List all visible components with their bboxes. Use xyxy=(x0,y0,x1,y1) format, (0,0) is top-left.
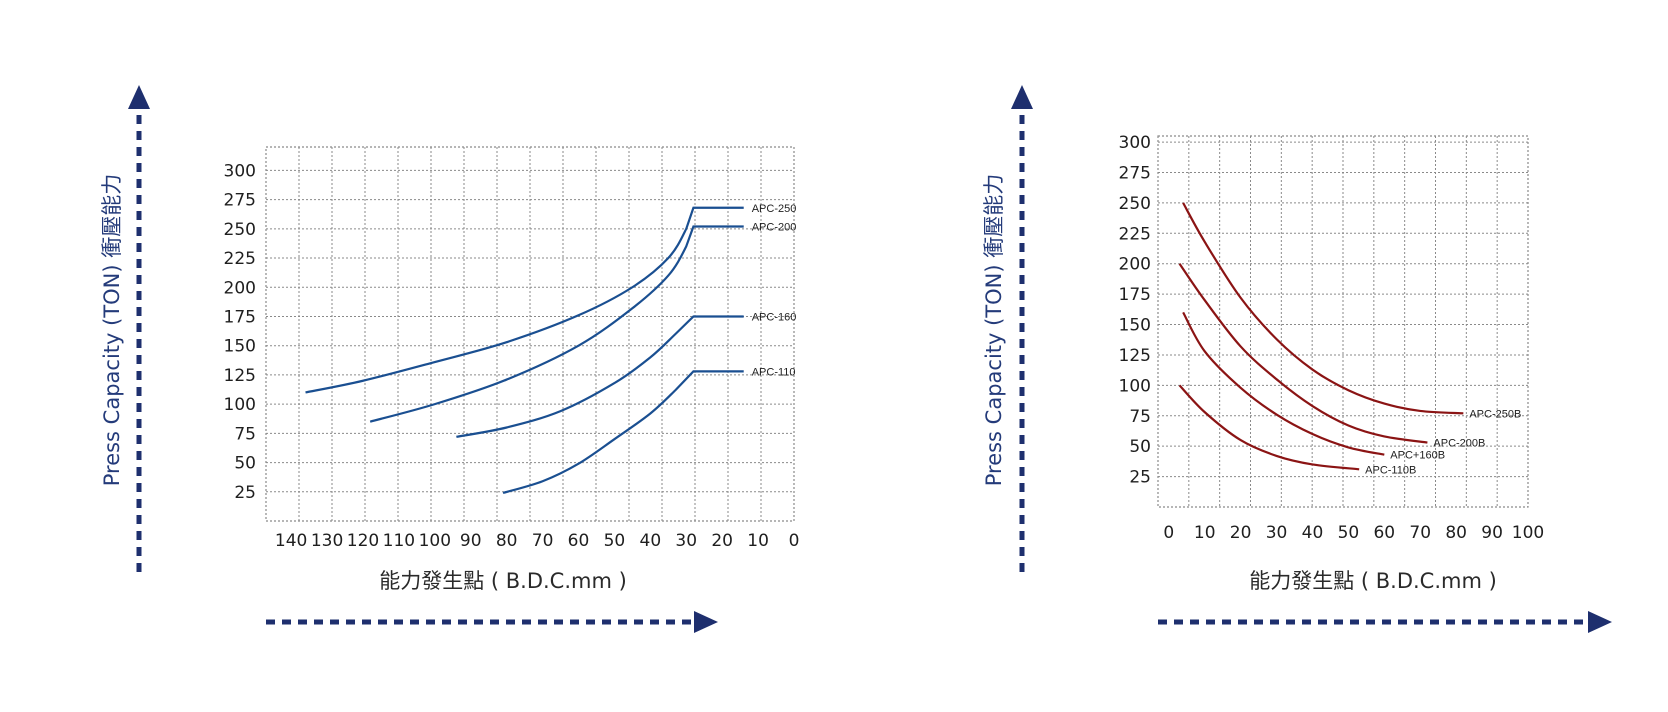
right-y-tick-label: 200 xyxy=(1119,255,1151,275)
right-y-tick-label: 250 xyxy=(1119,194,1151,214)
left-y-tick-label: 300 xyxy=(224,161,256,181)
right-x-tick-label: 0 xyxy=(1163,523,1174,543)
series-label-apc-250b: APC-250B xyxy=(1469,408,1521,420)
right-y-tick-label: 225 xyxy=(1119,224,1151,244)
right-x-tick-label: 100 xyxy=(1512,523,1544,543)
right-x-tick-label: 60 xyxy=(1373,523,1395,543)
right-x-tick-label: 20 xyxy=(1230,523,1252,543)
series-label-apc-110b: APC-110B xyxy=(1365,464,1416,476)
series-line-apc-110b xyxy=(1178,384,1360,471)
left-y-tick-label: 250 xyxy=(224,220,256,240)
series-label-apc-160: APC-160 xyxy=(752,311,797,323)
right-x-tick-label: 70 xyxy=(1409,523,1431,543)
right-y-tick-label: 25 xyxy=(1129,468,1151,488)
right-grid xyxy=(1157,135,1529,508)
series-line-apc-160b xyxy=(1182,311,1385,456)
left-y-axis-label: Press Capacity (TON) 衝壓能力 xyxy=(100,174,124,487)
series-line-apc-160 xyxy=(456,315,744,438)
right-x-tick-label: 40 xyxy=(1302,523,1324,543)
left-y-tick-label: 100 xyxy=(224,395,256,415)
right-chart: Press Capacity (TON) 衝壓能力 能力發生點 ( B.D.C.… xyxy=(982,85,1612,633)
right-x-tick-label: 10 xyxy=(1194,523,1216,543)
left-series: APC-250 APC-200 APC-160 APC-110 xyxy=(305,203,797,495)
series-line-apc-110 xyxy=(502,370,744,495)
series-label-apc-250: APC-250 xyxy=(752,203,797,215)
series-line-apc-200b xyxy=(1178,263,1428,444)
left-y-axis-arrow xyxy=(128,85,150,572)
left-grid xyxy=(265,146,795,522)
right-x-tick-label: 90 xyxy=(1481,523,1503,543)
left-y-tick-label: 175 xyxy=(224,307,256,327)
left-y-tick-label: 75 xyxy=(234,424,256,444)
left-x-tick-label: 100 xyxy=(419,531,451,551)
left-x-tick-label: 20 xyxy=(711,531,733,551)
series-label-apc-200b: APC-200B xyxy=(1433,438,1485,450)
right-y-tick-label: 50 xyxy=(1129,437,1151,457)
left-y-tick-label: 225 xyxy=(224,249,256,269)
left-x-tick-label: 0 xyxy=(789,531,800,551)
left-x-tick-label: 50 xyxy=(604,531,626,551)
right-x-tick-label: 50 xyxy=(1338,523,1360,543)
left-y-tick-label: 150 xyxy=(224,337,256,357)
right-y-tick-label: 75 xyxy=(1129,407,1151,427)
right-y-tick-label: 300 xyxy=(1119,133,1151,153)
left-x-tick-label: 30 xyxy=(675,531,697,551)
series-line-apc-250 xyxy=(305,206,744,394)
right-ticks: 25 50 75 100 125 150 175 200 225 250 275 300 0 10 20 30… xyxy=(1119,133,1545,543)
series-label-apc-160b: APC+160B xyxy=(1390,450,1445,462)
left-y-tick-label: 50 xyxy=(234,454,256,474)
left-x-tick-label: 10 xyxy=(747,531,769,551)
right-y-tick-label: 275 xyxy=(1119,163,1151,183)
left-x-tick-label: 130 xyxy=(311,531,343,551)
right-y-tick-label: 150 xyxy=(1119,316,1151,336)
left-x-axis-label: 能力發生點 ( B.D.C.mm ) xyxy=(379,569,627,593)
left-x-tick-label: 120 xyxy=(347,531,379,551)
left-x-axis-arrow xyxy=(266,611,718,633)
right-y-tick-label: 175 xyxy=(1119,285,1151,305)
left-y-tick-label: 25 xyxy=(234,483,256,503)
right-y-tick-label: 100 xyxy=(1119,376,1151,396)
right-y-axis-arrow xyxy=(1011,85,1033,572)
right-y-tick-label: 125 xyxy=(1119,346,1151,366)
left-x-tick-label: 80 xyxy=(496,531,518,551)
left-x-tick-label: 140 xyxy=(275,531,307,551)
series-label-apc-110: APC-110 xyxy=(752,366,796,378)
left-chart: Press Capacity (TON) 衝壓能力 能力發生點 ( B.D.C.… xyxy=(100,85,799,633)
right-y-axis-label: Press Capacity (TON) 衝壓能力 xyxy=(982,174,1006,487)
right-x-axis-label: 能力發生點 ( B.D.C.mm ) xyxy=(1249,569,1497,593)
left-x-tick-label: 40 xyxy=(640,531,662,551)
left-y-tick-label: 275 xyxy=(224,191,256,211)
right-x-axis-arrow xyxy=(1158,611,1612,633)
left-y-tick-label: 200 xyxy=(224,278,256,298)
left-x-tick-label: 70 xyxy=(532,531,554,551)
right-x-tick-label: 80 xyxy=(1445,523,1467,543)
left-x-tick-label: 60 xyxy=(568,531,590,551)
left-x-tick-label: 110 xyxy=(383,531,415,551)
left-x-tick-label: 90 xyxy=(460,531,482,551)
series-label-apc-200: APC-200 xyxy=(752,221,797,233)
series-line-apc-250b xyxy=(1182,202,1464,415)
left-y-tick-label: 125 xyxy=(224,366,256,386)
series-line-apc-200 xyxy=(369,225,744,423)
right-x-tick-label: 30 xyxy=(1266,523,1288,543)
